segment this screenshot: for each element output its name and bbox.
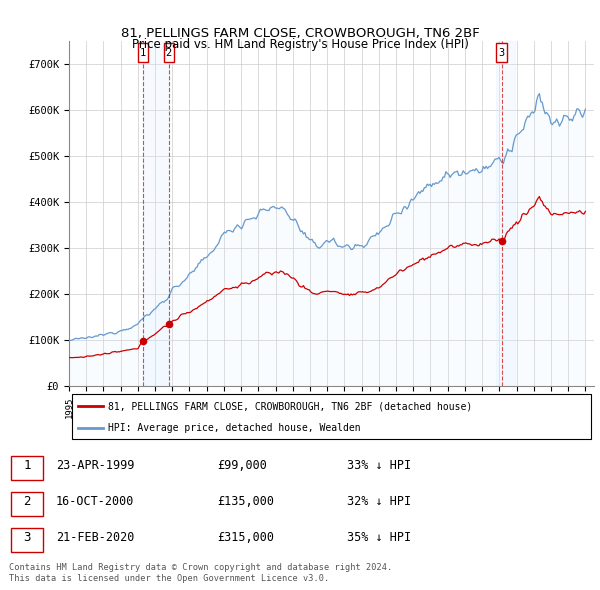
Text: 16-OCT-2000: 16-OCT-2000: [56, 496, 134, 509]
Text: £135,000: £135,000: [218, 496, 275, 509]
Text: 2: 2: [23, 496, 31, 509]
Text: £99,000: £99,000: [218, 460, 268, 473]
Text: 81, PELLINGS FARM CLOSE, CROWBOROUGH, TN6 2BF (detached house): 81, PELLINGS FARM CLOSE, CROWBOROUGH, TN…: [109, 401, 473, 411]
Text: HPI: Average price, detached house, Wealden: HPI: Average price, detached house, Weal…: [109, 423, 361, 433]
Text: 35% ↓ HPI: 35% ↓ HPI: [347, 532, 411, 545]
Text: 3: 3: [23, 532, 31, 545]
Text: 23-APR-1999: 23-APR-1999: [56, 460, 134, 473]
Text: 1: 1: [140, 48, 146, 57]
Text: 3: 3: [499, 48, 505, 57]
FancyBboxPatch shape: [163, 43, 174, 62]
FancyBboxPatch shape: [496, 43, 507, 62]
Text: 2: 2: [166, 48, 172, 57]
Text: 81, PELLINGS FARM CLOSE, CROWBOROUGH, TN6 2BF: 81, PELLINGS FARM CLOSE, CROWBOROUGH, TN…: [121, 27, 479, 40]
Text: Contains HM Land Registry data © Crown copyright and database right 2024.
This d: Contains HM Land Registry data © Crown c…: [9, 563, 392, 583]
Text: 1: 1: [23, 460, 31, 473]
Bar: [11, 456, 43, 480]
Text: £315,000: £315,000: [218, 532, 275, 545]
Text: 32% ↓ HPI: 32% ↓ HPI: [347, 496, 411, 509]
FancyBboxPatch shape: [138, 43, 148, 62]
Text: 33% ↓ HPI: 33% ↓ HPI: [347, 460, 411, 473]
Bar: [11, 492, 43, 516]
Bar: [11, 528, 43, 552]
Bar: [143, 41, 169, 386]
Text: Price paid vs. HM Land Registry's House Price Index (HPI): Price paid vs. HM Land Registry's House …: [131, 38, 469, 51]
Bar: [496, 41, 515, 386]
Text: 21-FEB-2020: 21-FEB-2020: [56, 532, 134, 545]
